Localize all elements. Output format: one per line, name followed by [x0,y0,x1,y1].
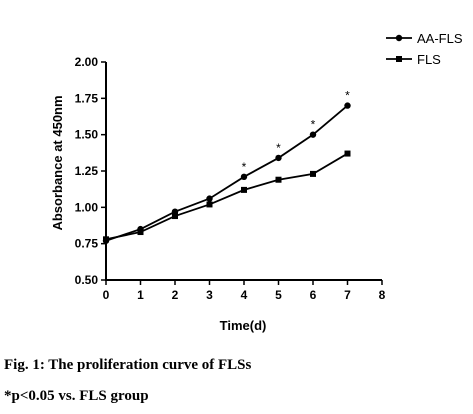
data-point-fls [275,176,282,183]
x-tick-label: 0 [103,288,110,302]
data-point-fls [172,213,178,220]
data-point-aa-fls [309,131,317,138]
legend-label-aa-fls: AA-FLS [417,31,463,46]
y-tick-label: 0.75 [75,237,99,251]
y-tick-label: 0.50 [75,273,99,287]
y-tick-label: 1.25 [75,164,99,178]
legend-label-fls: FLS [417,52,441,67]
data-point-fls [241,186,247,193]
legend: AA-FLS FLS [386,31,463,67]
series-line-fls [105,152,348,241]
significance-marker: * [345,89,350,103]
data-point-aa-fls [206,195,213,202]
significance-marker: * [276,141,281,155]
x-tick-label: 5 [275,288,282,302]
data-point-fls [310,170,316,177]
x-tick-label: 2 [172,288,179,302]
data-point-fls [206,201,213,208]
y-tick-label: 1.00 [75,200,99,214]
x-tick-label: 6 [310,288,317,302]
legend-marker-aa-fls [395,34,403,42]
x-tick-label: 3 [206,288,213,302]
y-tick-label: 1.75 [75,91,99,105]
y-tick-label: 2.00 [75,55,99,69]
significance-marker: * [242,160,247,174]
data-point-aa-fls [240,173,248,181]
x-tick-label: 1 [137,288,144,302]
data-point-fls [344,150,351,157]
y-axis-label: Absorbance at 450nm [50,95,65,230]
y-tick-label: 1.50 [75,128,99,142]
x-tick-label: 4 [241,288,248,302]
axes: 0 1 2 3 4 5 6 7 8 0.50 0.75 1.00 1.25 1.50 1.75 2.00 [75,55,386,302]
data-point-fls [137,229,144,236]
significance-marker: * [311,118,316,132]
x-axis-label: Time(d) [220,318,267,333]
x-tick-label: 7 [344,288,351,302]
data-point-fls [103,236,109,243]
significance-note: *p<0.05 vs. FLS group [4,388,149,404]
data-point-aa-fls [344,102,351,109]
figure-caption: Fig. 1: The proliferation curve of FLSs [4,357,252,373]
data-point-aa-fls [275,154,282,162]
legend-marker-fls [396,56,402,62]
chart-marks: * * * * [102,89,351,244]
x-tick-label: 8 [379,288,386,302]
series-line-aa-fls [105,104,349,242]
